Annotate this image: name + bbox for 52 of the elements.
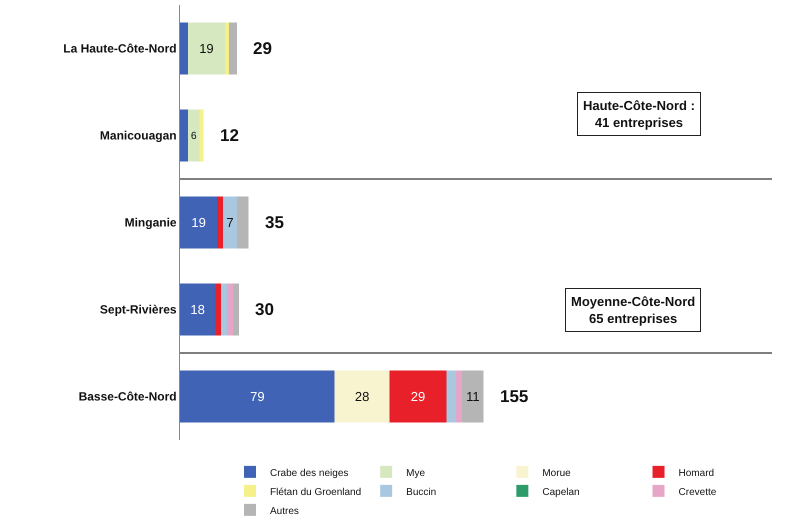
bar bbox=[446, 370, 456, 423]
bar bbox=[456, 370, 462, 423]
bar bbox=[180, 22, 188, 75]
legend-label: Buccin bbox=[406, 486, 436, 498]
y-tick-label: Manicouagan bbox=[100, 128, 177, 143]
data-label: 6 bbox=[190, 131, 197, 142]
text: Haute-Côte-Nord : 41 entreprises bbox=[583, 98, 695, 130]
legend-label: Flétan du Groenland bbox=[270, 486, 362, 498]
y-tick-label: Basse-Côte-Nord bbox=[78, 390, 177, 404]
bar bbox=[236, 196, 249, 249]
legend-label: Morue bbox=[542, 468, 572, 479]
data-label: 11 bbox=[466, 389, 480, 404]
bar bbox=[200, 109, 204, 162]
bar bbox=[232, 283, 239, 336]
bar bbox=[390, 370, 446, 423]
bar bbox=[227, 283, 233, 336]
y-tick-label: Minganie bbox=[124, 216, 177, 230]
bar bbox=[188, 109, 200, 162]
bar bbox=[180, 370, 335, 423]
bar bbox=[180, 283, 216, 336]
bar bbox=[180, 196, 218, 249]
bar bbox=[228, 22, 237, 75]
bar bbox=[462, 370, 484, 423]
bar bbox=[188, 22, 226, 75]
legend-label: Autres bbox=[270, 506, 299, 517]
bar bbox=[221, 283, 228, 336]
legend-label: Crabe des neiges bbox=[270, 468, 348, 479]
data-label: 7 bbox=[226, 215, 234, 230]
data-label: 28 bbox=[354, 389, 370, 404]
legend-label: Homard bbox=[678, 468, 714, 479]
y-tick-label: La Haute-Côte-Nord bbox=[63, 42, 177, 56]
data-label: 19 bbox=[199, 41, 214, 56]
bar bbox=[225, 22, 229, 75]
bar bbox=[217, 196, 224, 249]
total-label: 155 bbox=[500, 387, 528, 406]
text: Moyenne-Côte-Nord 65 entreprises bbox=[571, 294, 696, 326]
data-label: 19 bbox=[191, 215, 206, 230]
data-label: 18 bbox=[190, 302, 205, 317]
total-label: 29 bbox=[253, 39, 272, 58]
data-label: 29 bbox=[410, 389, 426, 404]
bar bbox=[334, 370, 390, 423]
legend-label: Mye bbox=[406, 468, 426, 479]
bar bbox=[223, 196, 237, 249]
total-label: 12 bbox=[220, 126, 239, 145]
legend-label: Capelan bbox=[542, 486, 580, 498]
total-label: 30 bbox=[255, 300, 274, 319]
data-label: 79 bbox=[250, 389, 265, 404]
y-tick-label: Sept-Rivières bbox=[100, 302, 177, 317]
bar bbox=[215, 283, 222, 336]
bar bbox=[180, 109, 188, 162]
legend-label: Crevette bbox=[678, 486, 717, 498]
total-label: 35 bbox=[265, 213, 284, 232]
